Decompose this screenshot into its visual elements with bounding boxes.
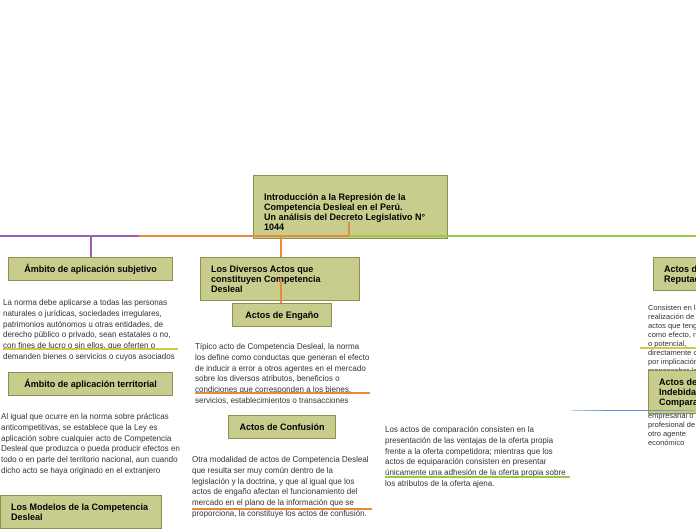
- root-title: Introducción a la Represión de la Compet…: [264, 192, 425, 232]
- desc-subjetivo: La norma debe aplicarse a todas las pers…: [3, 298, 178, 363]
- node-subjetivo: Ámbito de aplicación subjetivo: [8, 257, 173, 281]
- desc-territorial: Al igual que ocurre en la norma sobre pr…: [1, 412, 181, 477]
- conn-v-center-root: [348, 222, 350, 236]
- desc-engano: Típico acto de Competencia Desleal, la n…: [195, 342, 370, 407]
- conn-v-center: [280, 235, 282, 257]
- ul-subjetivo: [3, 348, 178, 350]
- engano-title: Actos de Engaño: [245, 310, 319, 320]
- modelos-title: Los Modelos de la Competencia Desleal: [11, 502, 148, 522]
- confusion-title: Actos de Confusión: [240, 422, 325, 432]
- territorial-title: Ámbito de aplicación territorial: [24, 379, 157, 389]
- root-node: Introducción a la Represión de la Compet…: [253, 175, 448, 239]
- node-territorial: Ámbito de aplicación territorial: [8, 372, 173, 396]
- reputacion-title: Actos de Reputaci: [664, 264, 696, 284]
- conn-curve: [570, 410, 696, 411]
- node-engano: Actos de Engaño: [232, 303, 332, 327]
- desc-comparacion: Los actos de comparación consisten en la…: [385, 425, 570, 490]
- ul-comparacion: [385, 476, 570, 478]
- diversos-title: Los Diversos Actos que constituyen Compe…: [211, 264, 321, 294]
- conn-v-left: [90, 235, 92, 257]
- conn-v-engano: [280, 278, 282, 303]
- node-reputacion: Actos de Reputaci: [653, 257, 696, 291]
- ul-reputacion: [640, 347, 696, 349]
- subjetivo-title: Ámbito de aplicación subjetivo: [24, 264, 157, 274]
- desc-confusion: Otra modalidad de actos de Competencia D…: [192, 455, 372, 520]
- ul-confusion: [192, 508, 372, 510]
- ul-engano: [195, 392, 370, 394]
- node-confusion: Actos de Confusión: [228, 415, 336, 439]
- node-comparacion: Actos de Indebida. Comparac: [648, 370, 696, 414]
- node-modelos: Los Modelos de la Competencia Desleal: [0, 495, 162, 529]
- comparacion-title: Actos de Indebida. Comparac: [659, 377, 696, 407]
